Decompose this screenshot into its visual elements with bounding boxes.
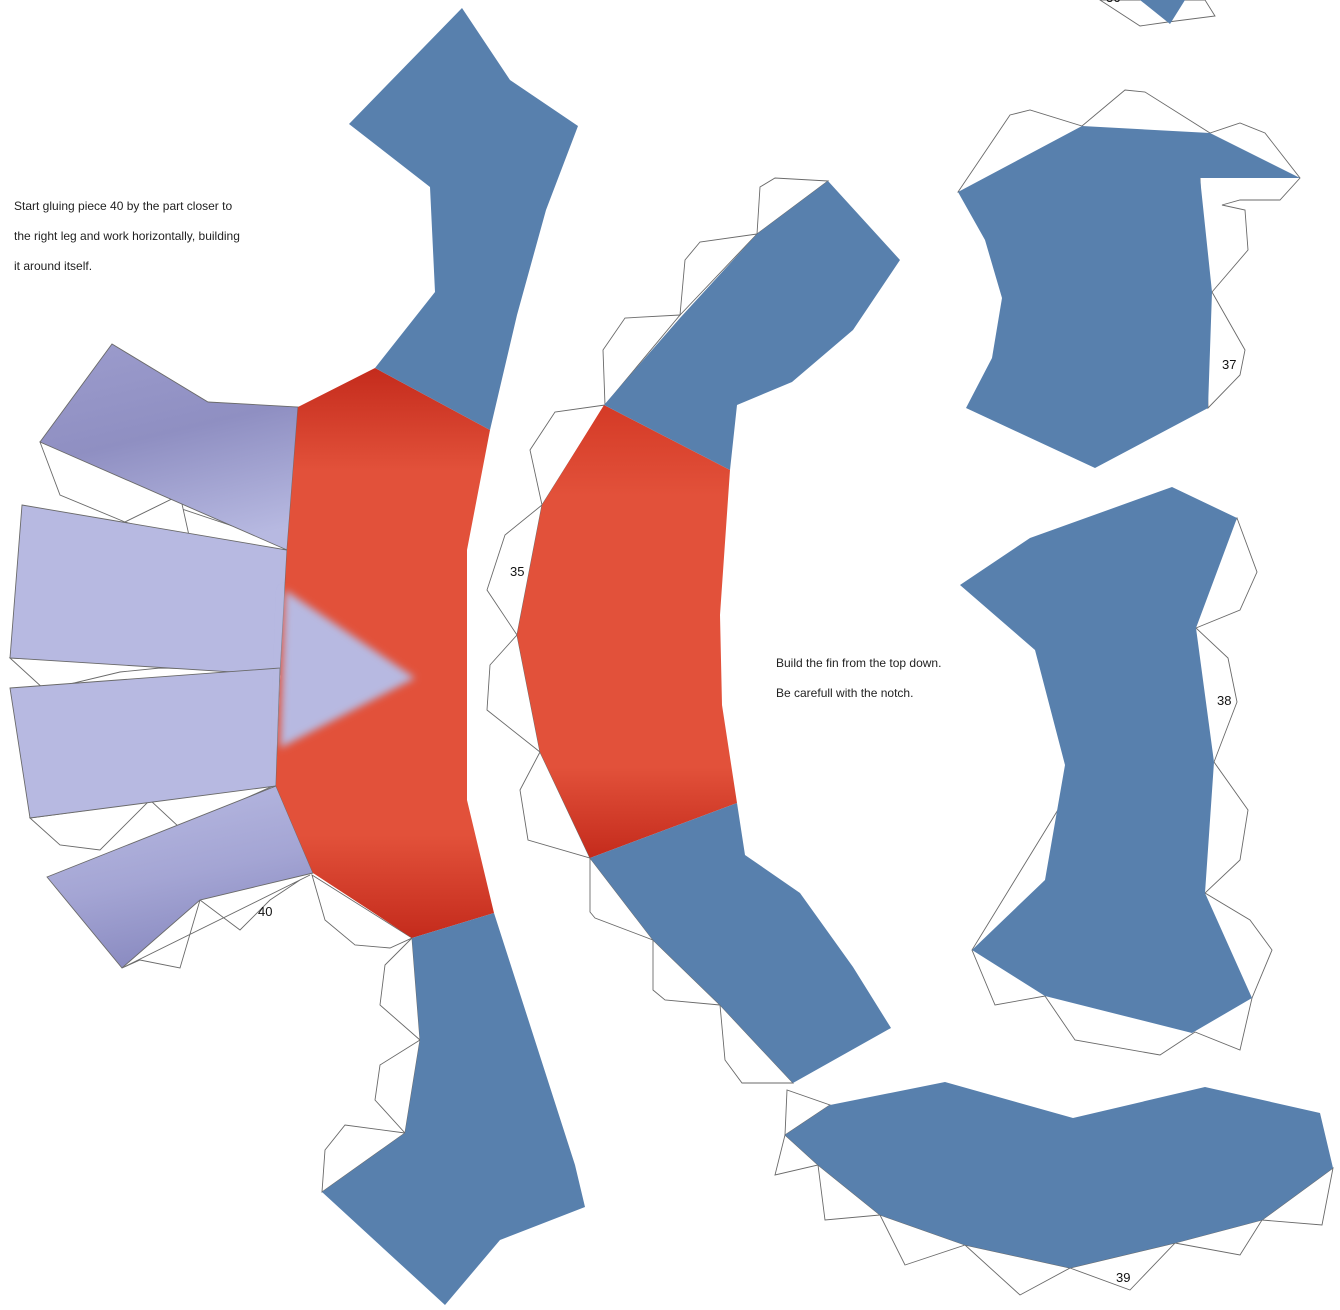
- piece-40: 40: [8, 8, 585, 1305]
- belly-center: [517, 405, 737, 858]
- instruction-fin: Build the fin from the top down. Be care…: [776, 648, 941, 708]
- piece-label-36: 36: [1106, 0, 1120, 5]
- piece-35: 35: [486, 177, 900, 1084]
- instruction-line: Be carefull with the notch.: [776, 686, 914, 700]
- piece-label-38: 38: [1217, 693, 1231, 708]
- piece-label-40: 40: [258, 904, 272, 919]
- instruction-piece-40: Start gluing piece 40 by the part closer…: [14, 191, 240, 281]
- glue-tabs: [774, 1089, 1334, 1296]
- piece-38: 38: [960, 487, 1273, 1056]
- leg-bottom: [46, 785, 314, 969]
- instruction-line: Build the fin from the top down.: [776, 656, 942, 670]
- piece-36-fill: [1140, 0, 1185, 24]
- piece-39-fill: [785, 1082, 1333, 1268]
- leg-blend: [280, 590, 415, 748]
- piece-37-fill: [958, 126, 1300, 468]
- arm-top: [349, 8, 578, 430]
- arm-center-top: [604, 181, 900, 470]
- piece-label-39: 39: [1116, 1270, 1130, 1285]
- leg-top: [39, 343, 299, 551]
- piece-38-fill: [960, 487, 1252, 1033]
- piece-label-37: 37: [1222, 357, 1236, 372]
- piece-37: 37: [957, 89, 1301, 468]
- piece-36: 36: [1099, 0, 1216, 27]
- piece-label-35: 35: [510, 564, 524, 579]
- belly-left: [276, 368, 494, 938]
- arm-bottom: [322, 913, 585, 1305]
- instruction-line: Start gluing piece 40 by the part closer…: [14, 199, 233, 213]
- instruction-line: it around itself.: [14, 259, 93, 273]
- instruction-line: the right leg and work horizontally, bui…: [14, 229, 240, 243]
- piece-39: 39: [774, 1082, 1334, 1296]
- arm-center-bottom: [590, 803, 891, 1083]
